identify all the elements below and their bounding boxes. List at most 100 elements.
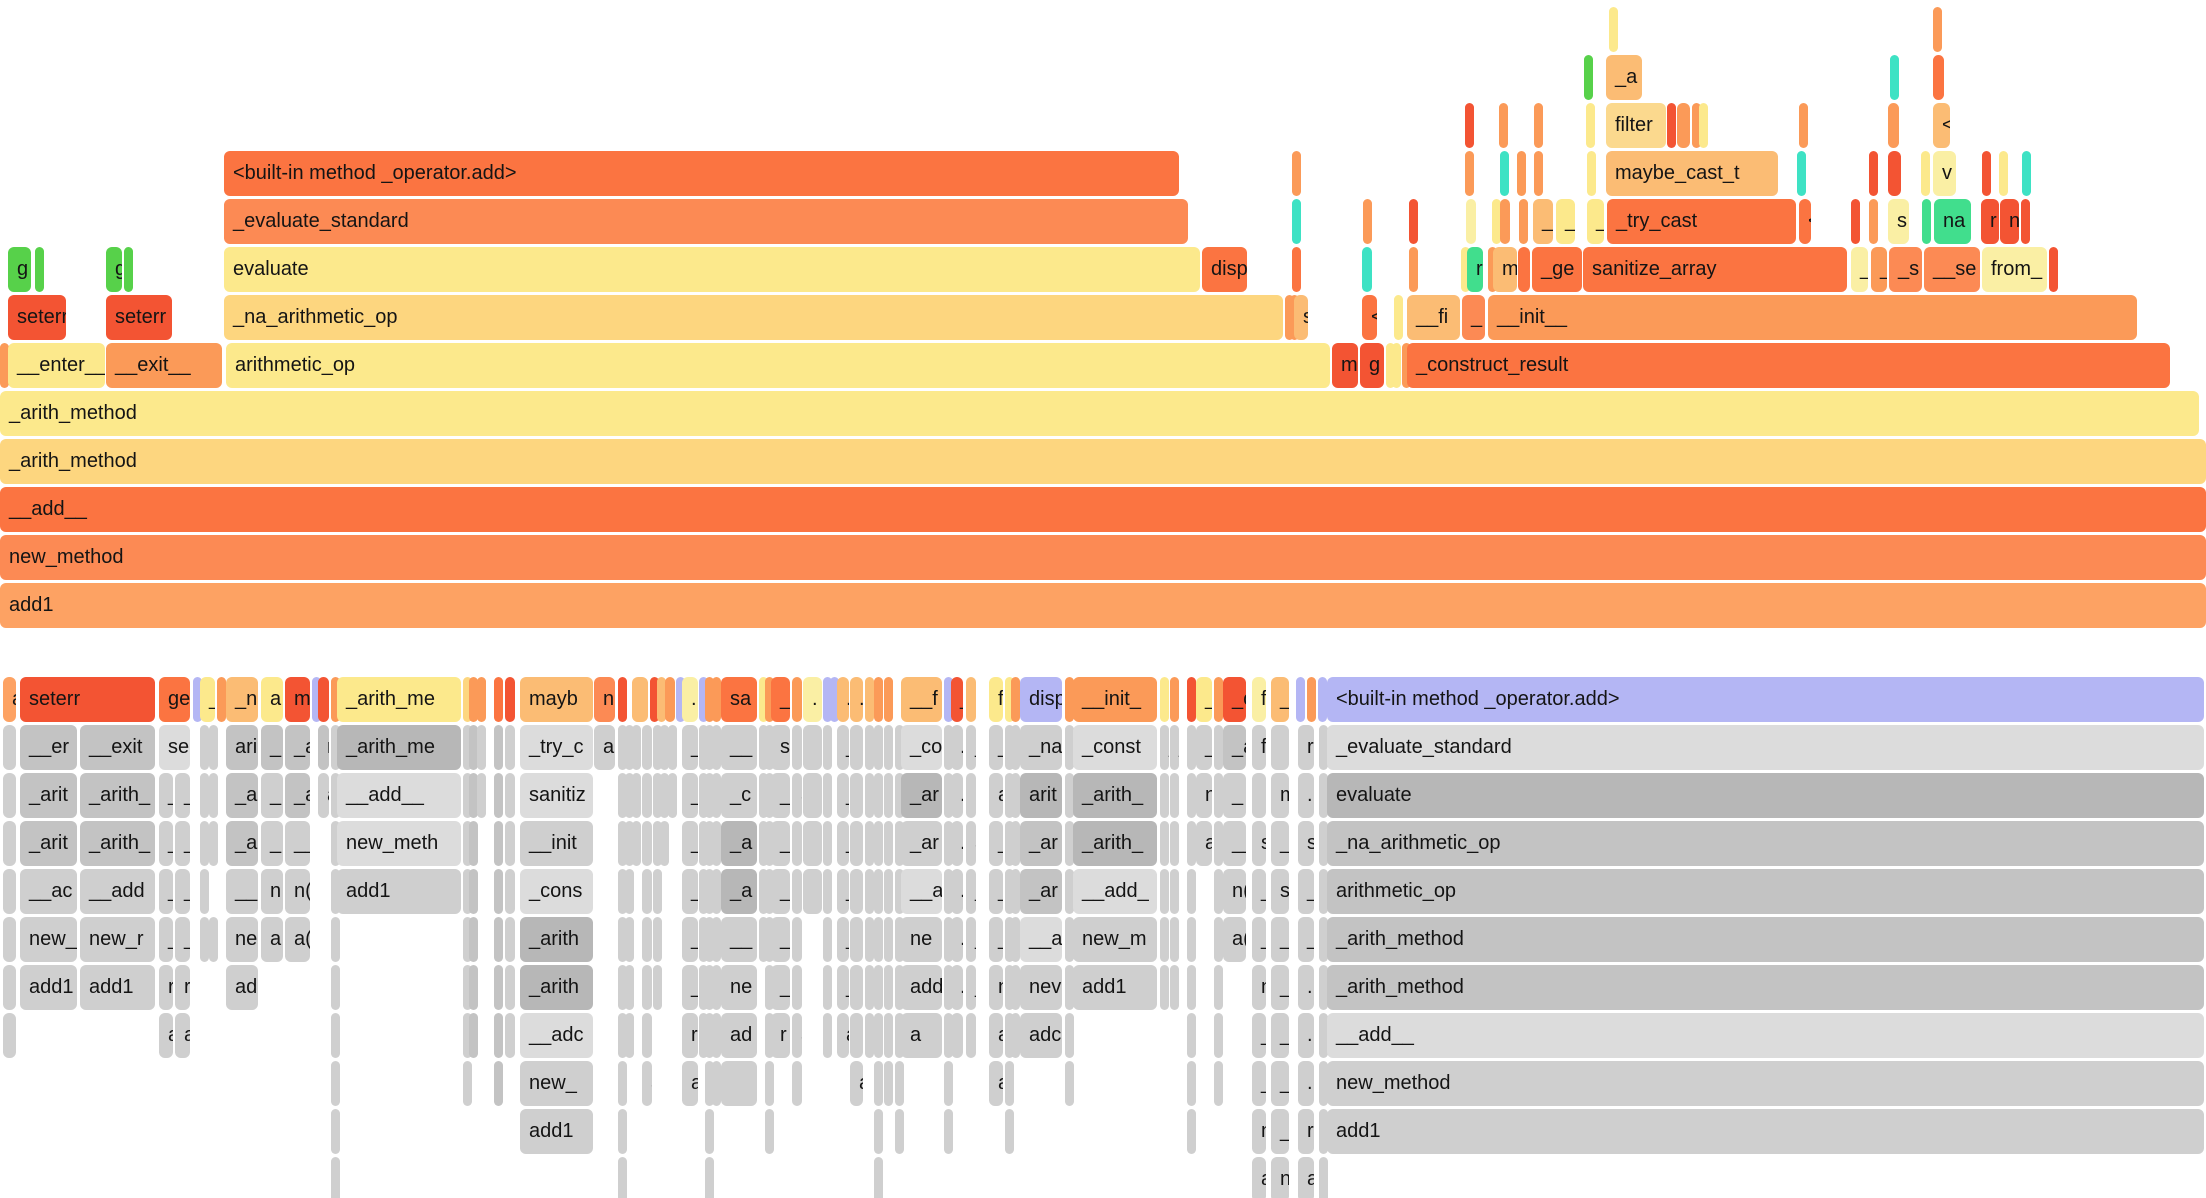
flame-frame[interactable] [1518,247,1530,292]
flame-frame[interactable]: _ [1271,1061,1289,1106]
flame-frame[interactable] [865,965,874,1010]
flame-frame[interactable] [1187,677,1196,722]
flame-frame[interactable]: . [792,965,802,1010]
flame-frame[interactable]: _cons [520,869,593,914]
flame-frame[interactable]: _ [1871,247,1887,292]
flame-frame[interactable]: na [1934,199,1971,244]
flame-frame[interactable]: _arith_ [80,821,155,866]
flame-frame[interactable]: . [1170,773,1179,818]
flame-frame[interactable]: add1 [80,965,155,1010]
flame-frame[interactable] [331,869,340,914]
flame-frame[interactable]: <built-in method _operator.add> [224,151,1179,196]
flame-frame[interactable] [469,725,478,770]
flame-frame[interactable] [618,917,627,962]
flame-frame[interactable]: . [642,869,652,914]
flame-frame[interactable] [625,869,634,914]
flame-frame[interactable] [823,725,832,770]
flame-frame[interactable] [1402,343,1411,388]
flame-frame[interactable] [1869,151,1878,196]
flame-frame[interactable]: arithmetic_op [226,343,1330,388]
flame-frame[interactable] [3,773,16,818]
flame-frame[interactable] [705,917,714,962]
flame-frame[interactable]: . [494,869,503,914]
flame-frame[interactable]: add1 [1327,1109,2204,1154]
flame-frame[interactable]: _ [1252,917,1266,962]
flame-frame[interactable] [884,773,893,818]
flame-frame[interactable]: . [642,821,652,866]
flame-frame[interactable] [865,677,874,722]
flame-frame[interactable] [874,725,883,770]
flame-frame[interactable]: _na_arithmetic_op [1327,821,2204,866]
flame-frame[interactable]: _ [159,821,173,866]
flame-frame[interactable]: . [494,773,503,818]
flame-frame[interactable] [699,965,708,1010]
flame-frame[interactable]: _ [261,773,283,818]
flame-frame[interactable] [1011,869,1020,914]
flame-frame[interactable] [1888,103,1899,148]
flame-frame[interactable]: r [1298,725,1314,770]
flame-frame[interactable] [1214,1013,1223,1058]
flame-frame[interactable]: . [1160,917,1169,962]
flame-frame[interactable]: _ [1298,869,1314,914]
flame-frame[interactable] [1319,1109,1328,1154]
flame-frame[interactable] [951,1013,963,1058]
flame-frame[interactable] [331,821,340,866]
flame-frame[interactable]: _a [1606,55,1642,100]
flame-frame[interactable] [884,677,893,722]
flame-frame[interactable]: _ [1252,1013,1266,1058]
flame-frame[interactable]: _ [837,869,849,914]
flame-frame[interactable]: s [1271,869,1289,914]
flame-frame[interactable] [1318,677,1327,722]
flame-frame[interactable]: a [792,1013,802,1058]
flame-frame[interactable]: _ [1271,917,1289,962]
flame-frame[interactable]: _ [175,917,190,962]
flame-frame[interactable] [1319,917,1328,962]
flame-frame[interactable]: ge [159,677,190,722]
flame-frame[interactable] [494,917,503,962]
flame-frame[interactable] [765,917,774,962]
flame-frame[interactable]: _ [1271,965,1289,1010]
flame-frame[interactable] [944,965,953,1010]
flame-frame[interactable]: disp [1020,677,1062,722]
flame-frame[interactable]: . [642,773,652,818]
flame-frame[interactable]: __ [226,869,258,914]
flame-frame[interactable]: __adc [520,1013,593,1058]
flame-frame[interactable]: __add_ [1073,869,1157,914]
flame-frame[interactable]: . [1160,821,1169,866]
flame-frame[interactable]: . [850,677,863,722]
flame-frame[interactable] [850,773,863,818]
flame-frame[interactable] [632,677,648,722]
flame-frame[interactable]: <built-in method _operator.add> [1327,677,2204,722]
flame-frame[interactable]: _ [682,965,698,1010]
flame-frame[interactable] [765,677,774,722]
flame-frame[interactable]: _ [1271,677,1289,722]
flame-frame[interactable]: a [792,773,802,818]
flame-frame[interactable] [1187,821,1196,866]
flame-frame[interactable]: a [200,917,209,962]
flame-frame[interactable]: . [792,869,802,914]
flame-frame[interactable] [1285,295,1294,340]
flame-frame[interactable] [1465,151,1474,196]
flame-frame[interactable] [1488,247,1497,292]
flame-frame[interactable]: . [1160,869,1169,914]
flame-frame[interactable] [1292,247,1301,292]
flame-frame[interactable] [1319,869,1328,914]
flame-frame[interactable] [1363,199,1372,244]
flame-frame[interactable]: fi [1252,725,1266,770]
flame-frame[interactable] [1005,821,1014,866]
flame-frame[interactable] [712,677,721,722]
flame-frame[interactable]: _arit [20,773,77,818]
flame-frame[interactable] [865,869,874,914]
flame-frame[interactable] [1319,821,1328,866]
flame-frame[interactable]: __se [1924,247,1980,292]
flame-frame[interactable]: < [1362,295,1377,340]
flame-frame[interactable]: __enter__ [8,343,105,388]
flame-frame[interactable] [642,1013,652,1058]
flame-frame[interactable] [895,965,904,1010]
flame-frame[interactable]: . [837,677,849,722]
flame-frame[interactable]: _ge [1532,247,1582,292]
flame-frame[interactable] [1667,103,1676,148]
flame-frame[interactable] [463,917,472,962]
flame-frame[interactable] [1005,869,1014,914]
flame-frame[interactable] [1586,103,1595,148]
